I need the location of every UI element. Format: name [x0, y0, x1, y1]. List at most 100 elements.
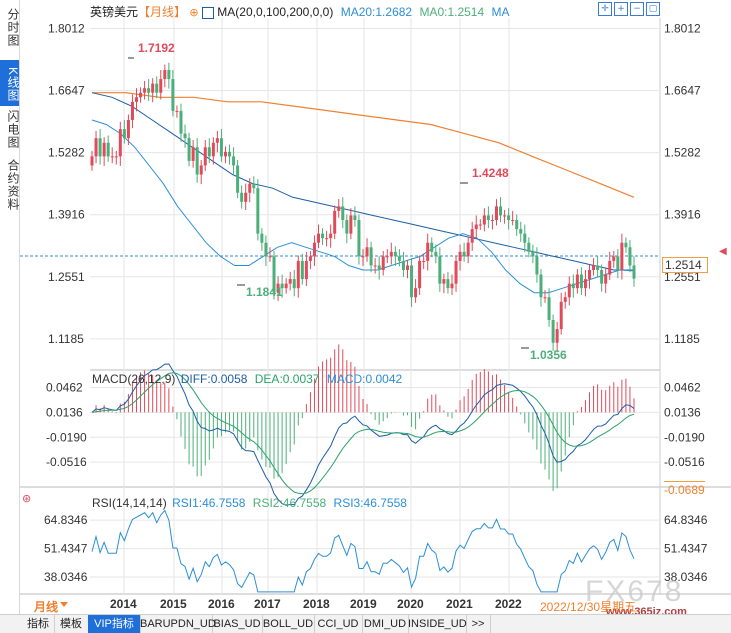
- price-label-right: 1.1185: [664, 332, 700, 346]
- candle-body: [276, 283, 280, 293]
- candle-body: [401, 260, 405, 270]
- candle-body: [418, 260, 422, 289]
- indicator-tab[interactable]: 指标: [22, 615, 55, 633]
- candle-body: [608, 260, 612, 275]
- indicator-tab[interactable]: BARUPDN_UD: [140, 615, 216, 633]
- candle-body: [167, 70, 171, 80]
- candle-body: [474, 224, 478, 230]
- candle-body: [357, 220, 361, 257]
- time-axis: 2014 2015 2016 2017 2018 2019 2020 2021 2022: [110, 597, 522, 611]
- restore-icon[interactable]: ▢: [646, 2, 660, 16]
- zoom-in-icon[interactable]: +: [614, 2, 628, 16]
- macd-label-left: 0.0136: [46, 405, 83, 419]
- candle-body: [494, 206, 498, 220]
- candle-body: [393, 251, 397, 257]
- candle-body: [434, 251, 438, 257]
- candle-body: [264, 242, 268, 257]
- candle-body: [381, 256, 385, 270]
- candle-body: [559, 301, 563, 330]
- candle-body: [280, 283, 284, 289]
- indicator-tab[interactable]: >>: [466, 615, 491, 633]
- candle-body: [134, 97, 138, 102]
- rsi-label-right: 64.8346: [664, 513, 708, 527]
- indicator-tab[interactable]: BIAS_UD: [212, 615, 263, 633]
- candle-body: [539, 274, 543, 298]
- candle-body: [288, 279, 292, 284]
- year-label: 2022: [495, 597, 522, 611]
- indicator-tab[interactable]: CCI_UD: [314, 615, 363, 633]
- candle-body: [466, 242, 470, 257]
- ma200-line: [92, 92, 635, 198]
- price-pointer-icon: ◀: [719, 246, 727, 257]
- candle-body: [248, 183, 252, 193]
- period-dropdown-icon[interactable]: [60, 602, 68, 607]
- period-label[interactable]: 【月线】: [138, 5, 187, 19]
- candle-body: [596, 265, 600, 270]
- period-axis-label[interactable]: 月线: [34, 600, 59, 614]
- candle-body: [329, 233, 333, 239]
- candle-body: [191, 147, 195, 161]
- year-label: 2014: [110, 597, 137, 611]
- rsi-line: [91, 509, 635, 593]
- current-price-tag: 1.2514: [662, 257, 708, 273]
- vertical-gridlines: [123, 18, 510, 594]
- tab-contract-info[interactable]: 合约资料: [6, 159, 20, 211]
- candle-body: [462, 251, 466, 257]
- ma-chart-icon: [201, 6, 214, 19]
- candle-body: [588, 270, 592, 280]
- candle-body: [179, 110, 183, 134]
- ma-title: MA(20,0,100,200,0,0): [217, 5, 334, 19]
- low2-annotation: 1.0356: [521, 347, 567, 362]
- candle-body: [531, 251, 535, 257]
- candle-body: [163, 70, 167, 80]
- rsi1-value: RSI1:46.7558: [172, 496, 246, 510]
- candle-body: [414, 288, 418, 298]
- candle-body: [325, 238, 329, 240]
- indicator-tab[interactable]: VIP指标: [88, 615, 141, 633]
- chart-canvas[interactable]: 1.8012 1.8012 1.6647 1.6647 1.5282 1.5282 1.39…: [0, 0, 731, 614]
- price-label-right: 1.8012: [664, 22, 701, 36]
- tab-flash[interactable]: 闪电图: [6, 109, 20, 149]
- year-label: 2017: [254, 597, 281, 611]
- indicator-tab[interactable]: BOLL_UD: [262, 615, 315, 633]
- ma0-value: MA0:1.2514: [419, 5, 485, 19]
- indicator-tab[interactable]: INSIDE_UD: [408, 615, 467, 633]
- candle-body: [519, 229, 523, 234]
- chart-mode-sidebar: 分时图 K线图 闪电图 合约资料: [0, 0, 20, 614]
- ma-tail: MA: [491, 5, 510, 19]
- candle-body: [341, 206, 345, 220]
- crosshair-icon[interactable]: ✛: [598, 2, 612, 16]
- candle-body: [98, 138, 102, 157]
- candle-body: [499, 206, 503, 216]
- candle-body: [470, 229, 474, 243]
- tab-kline[interactable]: K线图: [0, 60, 20, 106]
- low2-label: 1.0356: [530, 348, 567, 362]
- candle-body: [321, 233, 325, 239]
- cross-target-icon[interactable]: ⊛: [22, 492, 32, 505]
- candle-body: [426, 242, 430, 261]
- low1-annotation: 1.1841: [237, 284, 283, 299]
- candle-body: [511, 220, 515, 221]
- zoom-out-icon[interactable]: −: [630, 2, 644, 16]
- peak2-label: 1.4248: [472, 166, 509, 180]
- candle-body: [389, 251, 393, 257]
- candle-body: [458, 251, 462, 261]
- macd-current-tag: -0.0689: [664, 481, 705, 497]
- gear-circle-icon[interactable]: ⊕: [189, 6, 199, 19]
- candle-body: [187, 138, 191, 161]
- macd-value: MACD:0.0042: [326, 372, 403, 386]
- candle-body: [236, 165, 240, 193]
- candle-body: [110, 156, 114, 158]
- macd-dea-value: DEA:0.0037: [254, 372, 320, 386]
- candle-body: [583, 279, 587, 289]
- candle-body: [171, 79, 175, 111]
- indicator-tab[interactable]: 模板: [54, 615, 89, 633]
- candle-body: [616, 256, 620, 270]
- indicator-tab[interactable]: DMI_UD: [362, 615, 409, 633]
- year-label: 2020: [397, 597, 424, 611]
- tab-timeshare[interactable]: 分时图: [6, 7, 20, 47]
- rsi-label-left: 38.0346: [44, 570, 88, 584]
- candle-body: [155, 83, 159, 93]
- macd-histogram: [95, 344, 635, 491]
- candle-body: [175, 110, 179, 112]
